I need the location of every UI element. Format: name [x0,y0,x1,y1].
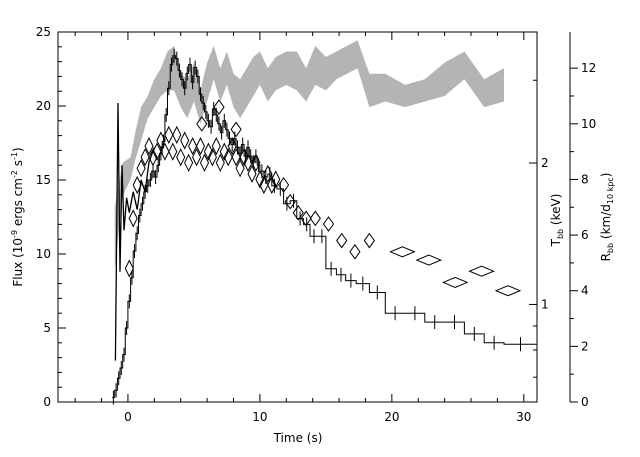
radius-diamond-marker [468,265,495,277]
radius-diamond-marker [349,243,361,260]
radius-diamond-marker [168,142,178,161]
tbb-uncertainty-band [114,40,504,269]
radius-diamond-marker [292,204,304,221]
radius-diamond-marker [196,115,208,132]
y-left-tick-label: 0 [43,395,51,409]
y-right-tick-label: 12 [581,61,596,75]
y-right-axis-label: Rbb (km/d10 kpc) [599,173,615,262]
radius-diamond-marker [263,164,273,184]
y-right-tick-label: 2 [581,339,589,353]
radius-diamond-marker [184,153,194,172]
radius-diamond-marker [415,254,443,266]
radius-diamond-marker [267,175,277,195]
radius-diamond-marker [195,136,206,156]
radius-diamond-marker [144,136,154,156]
radius-diamond-marker [172,125,182,145]
radius-diamond-marker [389,246,416,258]
radius-diamond-marker [336,232,348,249]
radius-diamond-marker [219,142,229,161]
radius-diamond-marker [180,131,190,150]
radius-diamond-marker [284,193,296,210]
radius-diamond-marker [211,136,221,156]
radius-diamond-marker [309,210,321,227]
radius-diamond-marker [277,177,290,193]
radius-diamond-marker [215,153,225,172]
radius-diamond-marker [230,121,242,138]
radius-diamond-marker [156,131,166,150]
x-tick-label: 20 [384,410,399,424]
radius-diamond-marker [239,148,249,167]
y-left-axis-label: Flux (10-9 ergs cm-2 s-1) [10,147,25,286]
x-tick-label: 10 [252,410,267,424]
y-left-tick-label: 15 [36,173,51,187]
radius-diamond-marker [235,159,245,178]
y-left-tick-label: 5 [43,321,51,335]
y-mid-axis-label: Tbb (keV) [549,194,565,248]
radius-diamond-marker [176,148,186,167]
y-left-tick-label: 10 [36,247,51,261]
x-tick-label: 30 [516,410,531,424]
radius-diamond-marker [148,148,158,167]
radius-diamond-marker [494,285,522,297]
flux-histogram [112,55,537,399]
y-right-tick-label: 6 [581,228,589,242]
radius-diamond-marker [255,170,265,189]
radius-diamond-marker [227,136,237,156]
y-left-tick-label: 25 [36,25,51,39]
radius-diamond-marker [199,153,210,172]
tbb-band-layer [114,40,504,269]
radius-diamond-marker [247,164,257,184]
radius-diamond-marker [128,209,138,228]
radius-diamond-marker [322,216,335,232]
radius-diamond-marker [136,159,146,178]
radius-diamond-marker [124,259,134,278]
y-right-tick-label: 8 [581,172,589,186]
x-tick-label: 0 [124,410,132,424]
y-right-tick-label: 4 [581,284,589,298]
radius-diamond-marker [207,148,217,167]
radius-diamond-marker [213,99,225,115]
y-right-tick-label: 10 [581,117,596,131]
plot-frame [57,31,538,403]
flux-burst-spike [114,102,155,361]
radius-diamond-marker [132,175,142,195]
radius-diamond-marker [192,148,202,167]
radius-diamond-marker [300,210,312,227]
radius-diamond-marker [164,125,174,145]
radius-diamond-marker [441,276,469,288]
radius-diamond-marker [251,153,261,172]
y-mid-tick-label: 2 [541,156,549,170]
x-axis-label: Time (s) [273,431,323,445]
series-layer [112,48,537,405]
radius-diamond-marker [363,232,376,249]
radius-diamond-marker [271,170,281,189]
radius-diamond-marker [203,142,213,161]
y-left-tick-label: 20 [36,99,51,113]
y-right-tick-label: 0 [581,395,589,409]
y-mid-tick-label: 1 [541,297,549,311]
